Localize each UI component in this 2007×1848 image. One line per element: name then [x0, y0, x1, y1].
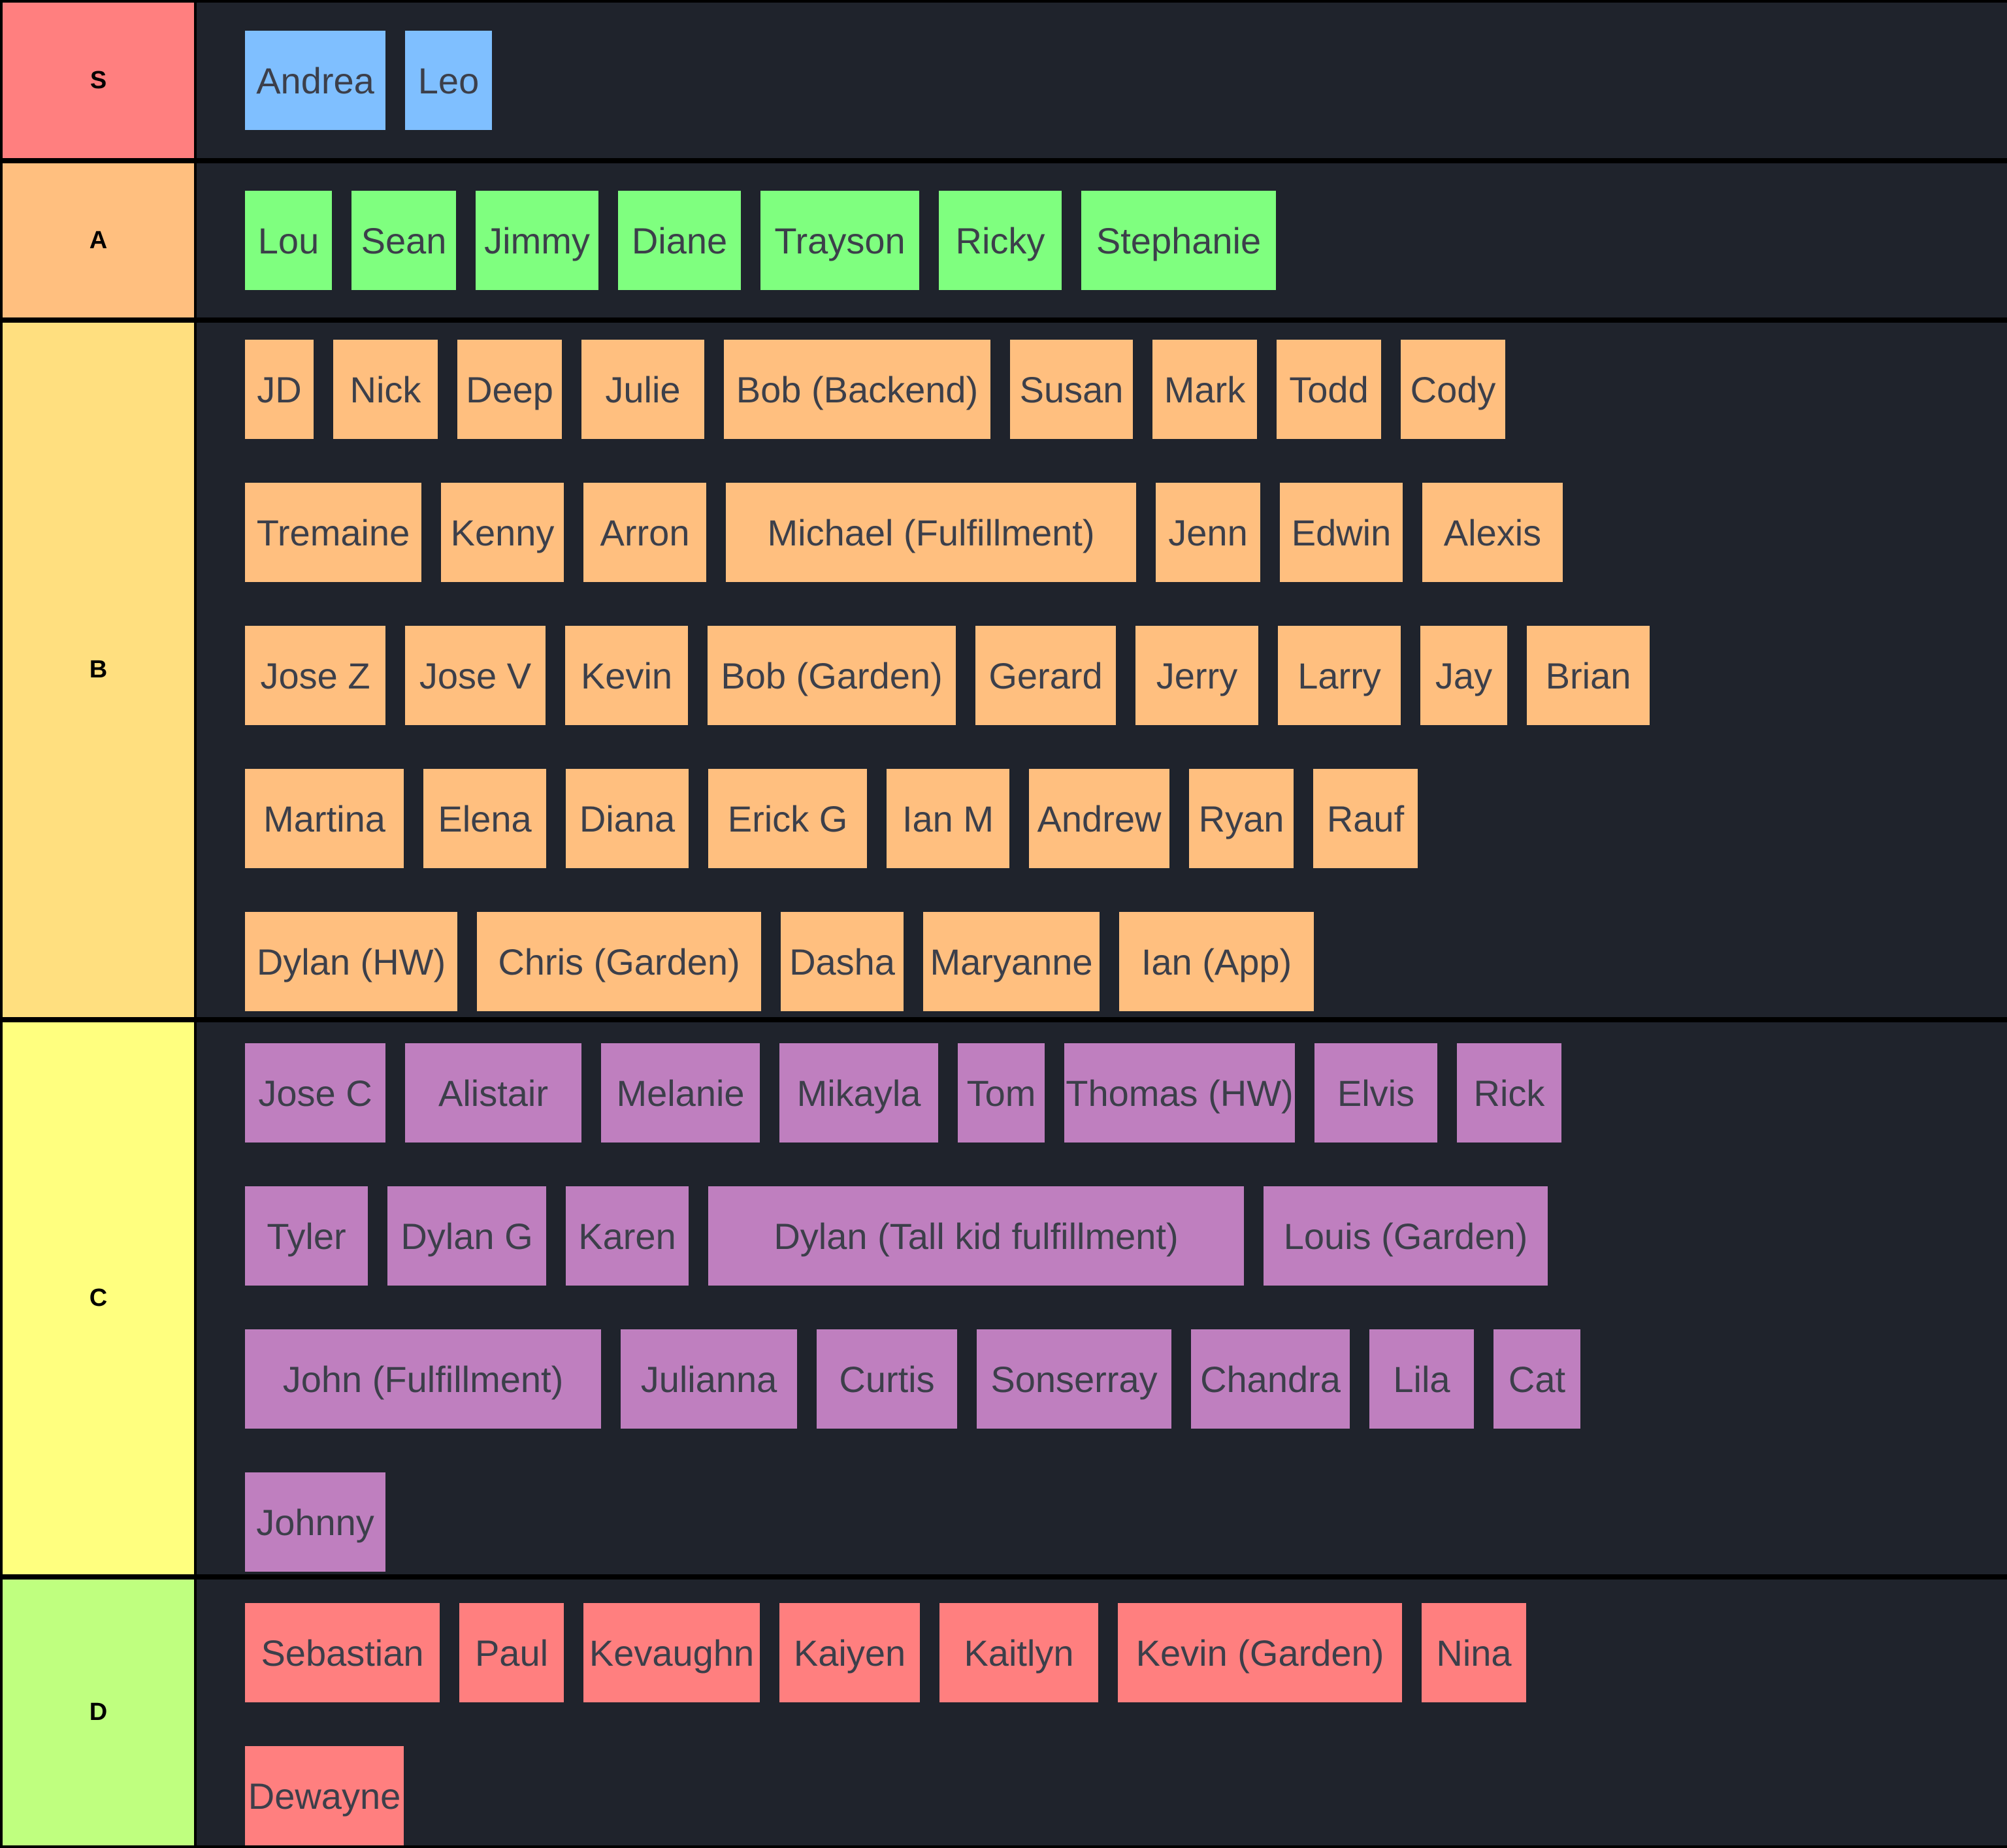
tier-item-lila[interactable]: Lila [1369, 1329, 1474, 1429]
tier-item-gerard[interactable]: Gerard [975, 626, 1116, 725]
tier-item-jay[interactable]: Jay [1420, 626, 1507, 725]
tier-item-rauf[interactable]: Rauf [1313, 769, 1418, 868]
tier-item-cody[interactable]: Cody [1401, 340, 1505, 439]
tier-item-curtis[interactable]: Curtis [817, 1329, 957, 1429]
tier-item-dylan-tall-kid-fulfillment[interactable]: Dylan (Tall kid fulfillment) [708, 1186, 1244, 1286]
tier-item-dasha[interactable]: Dasha [781, 912, 904, 1011]
tier-item-jimmy[interactable]: Jimmy [476, 191, 598, 290]
tier-row-c: C Jose C Alistair Melanie Mikayla Tom Thomas (… [0, 1020, 2007, 1577]
tier-item-alistair[interactable]: Alistair [405, 1043, 581, 1143]
tier-items-area[interactable]: Sebastian Paul Kevaughn Kaiyen Kaitlyn Kevin … [197, 1580, 2007, 1845]
tier-item-edwin[interactable]: Edwin [1280, 483, 1403, 582]
tier-item-larry[interactable]: Larry [1278, 626, 1401, 725]
tier-row-d: D Sebastian Paul Kevaughn Kaiyen Kaitlyn Kevin… [0, 1577, 2007, 1848]
tier-item-ricky[interactable]: Ricky [939, 191, 1062, 290]
tier-item-julianna[interactable]: Julianna [621, 1329, 797, 1429]
tier-item-andrew[interactable]: Andrew [1029, 769, 1169, 868]
tier-item-deep[interactable]: Deep [457, 340, 562, 439]
tier-item-kenny[interactable]: Kenny [441, 483, 564, 582]
tier-item-arron[interactable]: Arron [583, 483, 706, 582]
tier-item-maryanne[interactable]: Maryanne [923, 912, 1100, 1011]
tier-item-diane[interactable]: Diane [618, 191, 741, 290]
tier-item-tyler[interactable]: Tyler [245, 1186, 368, 1286]
tier-item-leo[interactable]: Leo [405, 31, 492, 130]
tier-item-diana[interactable]: Diana [566, 769, 689, 868]
tier-item-kevin-garden[interactable]: Kevin (Garden) [1118, 1603, 1402, 1702]
tier-items-area[interactable]: Lou Sean Jimmy Diane Trayson Ricky Stephanie [197, 163, 2007, 317]
tier-item-jose-z[interactable]: Jose Z [245, 626, 385, 725]
tier-row-b: B JD Nick Deep Julie Bob (Backend) Susan Mark To… [0, 320, 2007, 1020]
tier-item-bob-garden[interactable]: Bob (Garden) [708, 626, 956, 725]
tier-item-dylan-hw[interactable]: Dylan (HW) [245, 912, 457, 1011]
tier-item-julie[interactable]: Julie [581, 340, 704, 439]
tier-item-ian-app[interactable]: Ian (App) [1119, 912, 1314, 1011]
tier-item-sean[interactable]: Sean [351, 191, 456, 290]
tier-item-kevin[interactable]: Kevin [565, 626, 688, 725]
tier-item-johnny[interactable]: Johnny [245, 1472, 385, 1572]
tier-item-andrea[interactable]: Andrea [245, 31, 385, 130]
tier-item-ryan[interactable]: Ryan [1189, 769, 1294, 868]
tier-item-kaitlyn[interactable]: Kaitlyn [939, 1603, 1098, 1702]
tier-item-brian[interactable]: Brian [1527, 626, 1650, 725]
tier-item-ian-m[interactable]: Ian M [887, 769, 1009, 868]
tier-item-alexis[interactable]: Alexis [1422, 483, 1563, 582]
tier-row-s: S Andrea Leo [0, 0, 2007, 161]
tier-item-paul[interactable]: Paul [459, 1603, 564, 1702]
tier-label[interactable]: B [3, 323, 194, 1017]
tier-item-tom[interactable]: Tom [958, 1043, 1045, 1143]
tier-item-cat[interactable]: Cat [1493, 1329, 1580, 1429]
tier-label[interactable]: C [3, 1022, 194, 1574]
tier-item-erick-g[interactable]: Erick G [708, 769, 867, 868]
tier-label[interactable]: D [3, 1580, 194, 1845]
tier-item-rick[interactable]: Rick [1457, 1043, 1561, 1143]
tier-item-mark[interactable]: Mark [1152, 340, 1257, 439]
tier-item-jenn[interactable]: Jenn [1156, 483, 1260, 582]
tier-item-michael-fulfillment[interactable]: Michael (Fulfillment) [726, 483, 1136, 582]
tier-item-kaiyen[interactable]: Kaiyen [779, 1603, 920, 1702]
tier-item-nick[interactable]: Nick [333, 340, 438, 439]
tier-item-jose-c[interactable]: Jose C [245, 1043, 385, 1143]
tier-item-martina[interactable]: Martina [245, 769, 404, 868]
tier-item-stephanie[interactable]: Stephanie [1081, 191, 1276, 290]
tier-item-sebastian[interactable]: Sebastian [245, 1603, 440, 1702]
tier-label[interactable]: S [3, 3, 194, 158]
tier-item-trayson[interactable]: Trayson [760, 191, 919, 290]
tier-item-sonserray[interactable]: Sonserray [977, 1329, 1171, 1429]
tier-item-susan[interactable]: Susan [1010, 340, 1133, 439]
tier-item-dewayne[interactable]: Dewayne [245, 1746, 404, 1845]
tier-item-nina[interactable]: Nina [1422, 1603, 1526, 1702]
tier-item-melanie[interactable]: Melanie [601, 1043, 760, 1143]
tier-row-a: A Lou Sean Jimmy Diane Trayson Ricky Stephanie [0, 161, 2007, 320]
tier-item-jerry[interactable]: Jerry [1135, 626, 1258, 725]
tier-item-tremaine[interactable]: Tremaine [245, 483, 421, 582]
tier-item-karen[interactable]: Karen [566, 1186, 689, 1286]
tier-item-chris-garden[interactable]: Chris (Garden) [477, 912, 761, 1011]
tier-item-louis-garden[interactable]: Louis (Garden) [1264, 1186, 1548, 1286]
tier-items-area[interactable]: Andrea Leo [197, 3, 2007, 158]
tier-item-dylan-g[interactable]: Dylan G [387, 1186, 546, 1286]
tier-item-thomas-hw[interactable]: Thomas (HW) [1064, 1043, 1295, 1143]
tier-items-area[interactable]: Jose C Alistair Melanie Mikayla Tom Thomas (H… [197, 1022, 2007, 1574]
tier-item-jose-v[interactable]: Jose V [405, 626, 546, 725]
tier-item-lou[interactable]: Lou [245, 191, 332, 290]
tier-item-kevaughn[interactable]: Kevaughn [583, 1603, 760, 1702]
tier-item-john-fulfillment[interactable]: John (Fulfillment) [245, 1329, 601, 1429]
tier-label[interactable]: A [3, 163, 194, 317]
tier-item-elvis[interactable]: Elvis [1314, 1043, 1437, 1143]
tier-items-area[interactable]: JD Nick Deep Julie Bob (Backend) Susan Mark Tod… [197, 323, 2007, 1017]
tier-item-mikayla[interactable]: Mikayla [779, 1043, 938, 1143]
tier-item-elena[interactable]: Elena [423, 769, 546, 868]
tier-item-todd[interactable]: Todd [1277, 340, 1381, 439]
tier-item-jd[interactable]: JD [245, 340, 314, 439]
tier-item-bob-backend[interactable]: Bob (Backend) [724, 340, 990, 439]
tier-item-chandra[interactable]: Chandra [1191, 1329, 1350, 1429]
